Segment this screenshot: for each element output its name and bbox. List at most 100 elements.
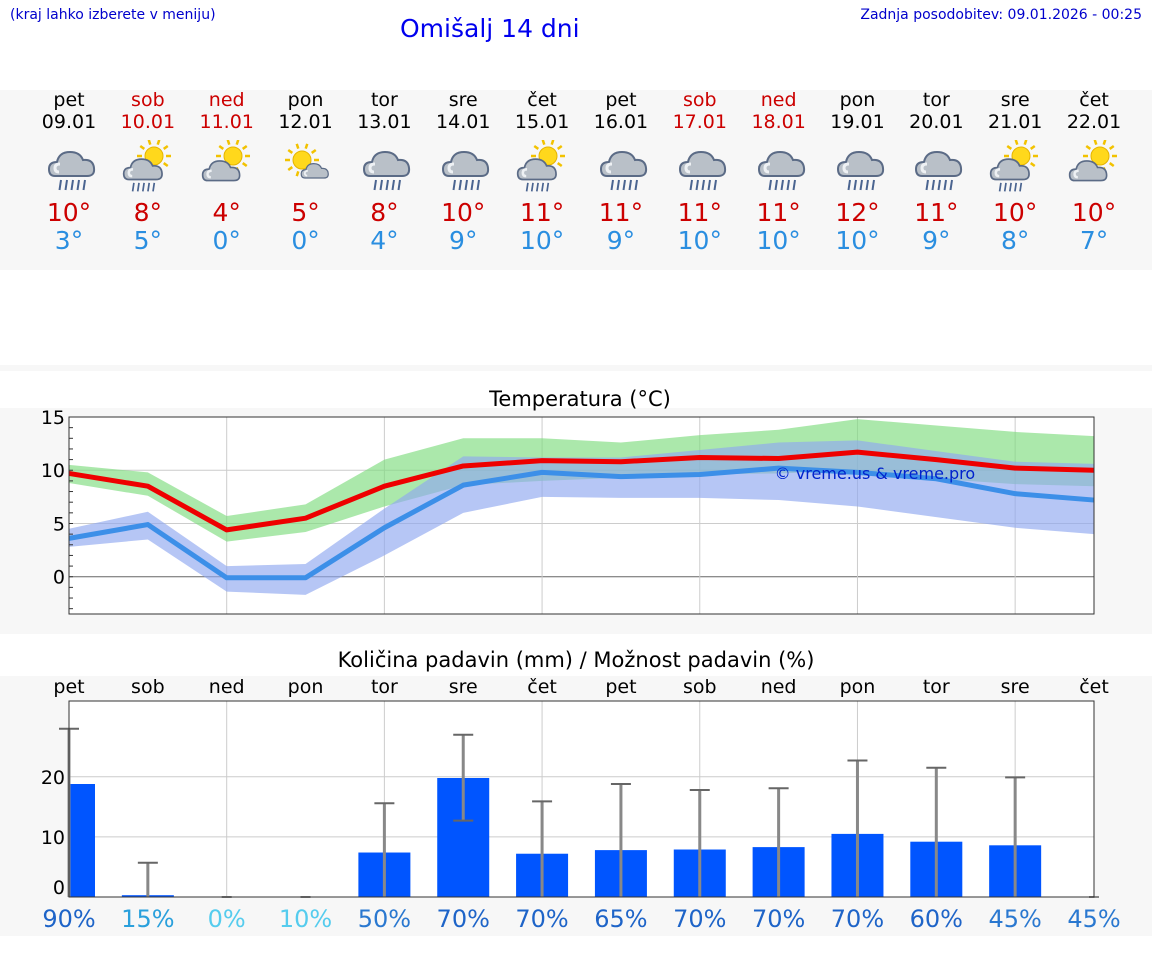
precip-chance-label: 45% bbox=[988, 905, 1041, 933]
temp-max: 11° bbox=[914, 198, 959, 227]
x-category-label: ned bbox=[761, 676, 797, 698]
temperature-chart-title: Temperatura (°C) bbox=[489, 387, 671, 411]
precip-chance-label: 70% bbox=[831, 905, 884, 933]
temp-max: 10° bbox=[1071, 198, 1117, 227]
precip-chance-label: 60% bbox=[910, 905, 963, 933]
location-hint: (kraj lahko izberete v meniju) bbox=[10, 7, 216, 23]
sun-cloud-icon bbox=[182, 139, 272, 196]
watermark: © vreme.us & vreme.pro bbox=[775, 464, 976, 483]
x-category-label: pet bbox=[53, 676, 84, 698]
day-date: 18.01 bbox=[751, 111, 806, 133]
day-date: 12.01 bbox=[278, 111, 333, 133]
x-category-label: tor bbox=[371, 676, 398, 698]
last-updated: Zadnja posodobitev: 09.01.2026 - 00:25 bbox=[860, 7, 1142, 23]
sun-cloud-icon bbox=[1049, 139, 1139, 196]
day-weekday: sre bbox=[1000, 89, 1030, 111]
day-weekday: ned bbox=[760, 89, 797, 111]
temp-max: 5° bbox=[291, 198, 320, 227]
temp-min: 9° bbox=[449, 226, 478, 255]
day-weekday: pon bbox=[839, 89, 876, 111]
precip-chance-label: 0% bbox=[208, 905, 246, 933]
cloud-rain-icon bbox=[891, 140, 981, 196]
y-tick-label: 15 bbox=[41, 408, 65, 429]
precip-chance-label: 70% bbox=[752, 905, 805, 933]
temp-min: 9° bbox=[922, 226, 951, 255]
temp-min: 10° bbox=[835, 226, 880, 255]
temp-min: 10° bbox=[756, 226, 801, 255]
temp-max: 8° bbox=[370, 198, 399, 227]
sun-cloud-rain-icon bbox=[103, 139, 193, 196]
precip-chance-label: 70% bbox=[437, 905, 490, 933]
cloud-rain-icon bbox=[655, 140, 745, 196]
day-weekday: pet bbox=[605, 89, 637, 111]
day-date: 11.01 bbox=[199, 111, 254, 133]
temp-max: 10° bbox=[46, 198, 92, 227]
temp-max-line bbox=[68, 449, 1095, 533]
page-title: Omišalj 14 dni bbox=[400, 14, 580, 43]
x-category-label: čet bbox=[1079, 676, 1109, 698]
x-category-label: sre bbox=[449, 676, 478, 698]
temperature-chart: 15 10 5 0 © vreme.us & vreme.pro bbox=[41, 408, 1095, 615]
x-category-label: sre bbox=[1001, 676, 1030, 698]
x-category-label: čet bbox=[527, 676, 557, 698]
temp-min: 4° bbox=[370, 226, 399, 255]
day-weekday: pet bbox=[53, 89, 85, 111]
y-tick-label: 10 bbox=[41, 827, 65, 849]
day-weekday: tor bbox=[370, 89, 398, 111]
day-date: 09.01 bbox=[41, 111, 97, 133]
day-weekday: čet bbox=[1079, 89, 1109, 111]
day-weekday: ned bbox=[208, 89, 245, 111]
day-date: 22.01 bbox=[1066, 111, 1122, 133]
cloud-rain-icon bbox=[734, 140, 824, 196]
day-date: 15.01 bbox=[514, 111, 570, 133]
temp-max: 10° bbox=[441, 198, 486, 227]
temp-min: 0° bbox=[291, 226, 320, 255]
cloud-rain-icon bbox=[576, 140, 666, 196]
cloud-rain-icon bbox=[813, 140, 903, 196]
x-category-label: tor bbox=[923, 676, 950, 698]
precip-chance-label: 70% bbox=[515, 905, 568, 933]
sun-cloud-rain-icon bbox=[497, 139, 587, 196]
temp-min: 0° bbox=[212, 226, 241, 255]
x-category-label: pon bbox=[840, 676, 876, 698]
temp-min: 8° bbox=[1000, 226, 1030, 255]
precip-chance-label: 70% bbox=[673, 905, 726, 933]
temp-min-line bbox=[68, 465, 1095, 581]
day-date: 17.01 bbox=[672, 111, 727, 133]
day-weekday: pon bbox=[287, 89, 324, 111]
precip-chance-label: 45% bbox=[1067, 905, 1120, 933]
y-tick-label: 0 bbox=[53, 567, 65, 589]
day-date: 16.01 bbox=[593, 111, 649, 133]
day-date: 14.01 bbox=[436, 111, 491, 133]
day-date: 10.01 bbox=[120, 111, 176, 133]
y-tick-label: 5 bbox=[53, 513, 65, 535]
temp-min: 5° bbox=[133, 226, 163, 255]
cloud-rain-icon bbox=[418, 140, 508, 196]
precip-chance-label: 15% bbox=[121, 905, 174, 933]
temp-max: 4° bbox=[212, 198, 241, 227]
day-weekday: sre bbox=[448, 89, 478, 111]
x-category-label: ned bbox=[209, 676, 245, 698]
precipitation-chart-title: Količina padavin (mm) / Možnost padavin … bbox=[337, 648, 815, 672]
temp-min: 3° bbox=[54, 226, 84, 255]
precip-bar bbox=[69, 783, 95, 897]
temp-max: 8° bbox=[133, 198, 163, 227]
precip-chance-label: 90% bbox=[42, 905, 95, 933]
precip-chance-label: 50% bbox=[358, 905, 411, 933]
y-tick-label: 20 bbox=[41, 767, 65, 789]
day-weekday: sob bbox=[683, 89, 717, 111]
temp-max: 11° bbox=[756, 198, 801, 227]
sun-small-cloud-icon bbox=[261, 140, 351, 196]
temp-max: 10° bbox=[993, 198, 1038, 227]
day-date: 20.01 bbox=[909, 111, 964, 133]
separator-band bbox=[0, 365, 1152, 371]
x-category-label: sob bbox=[131, 676, 165, 698]
temp-min: 7° bbox=[1079, 226, 1109, 255]
temp-min: 10° bbox=[677, 226, 722, 255]
day-date: 13.01 bbox=[357, 111, 412, 133]
x-category-label: pon bbox=[288, 676, 324, 698]
x-category-label: pet bbox=[605, 676, 636, 698]
precipitation-chart: 20 10 0 pet sob ned pon tor sre čet pet sob ned pon to… bbox=[41, 676, 1121, 933]
plot-frame bbox=[68, 700, 1095, 898]
precip-chance-label: 65% bbox=[594, 905, 647, 933]
